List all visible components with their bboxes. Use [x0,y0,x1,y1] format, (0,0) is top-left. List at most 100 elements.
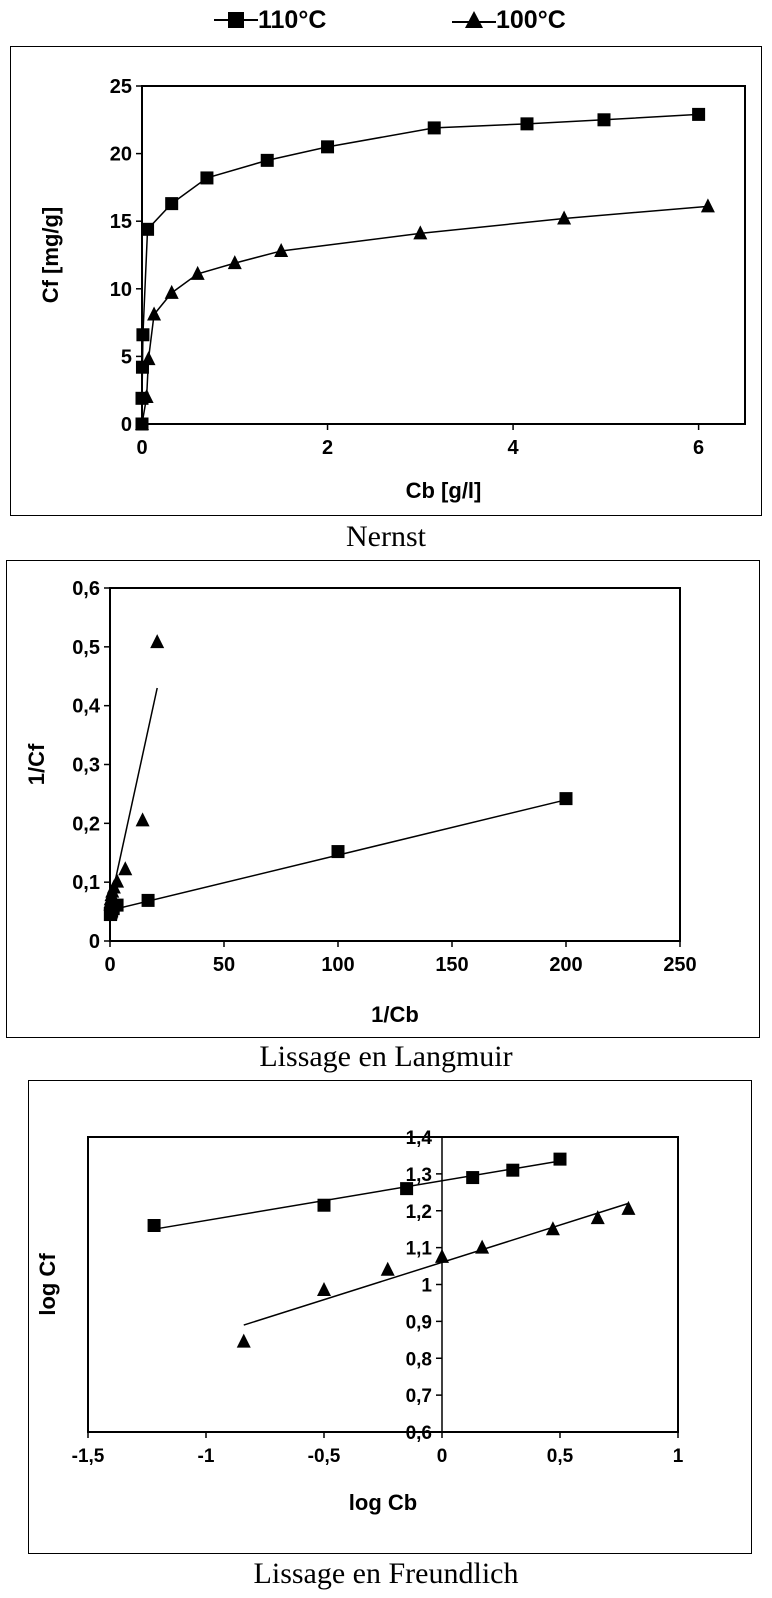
chart2-series-100-fit-line [109,687,158,905]
chart3-y-tick-label: 1,3 [406,1165,432,1186]
chart1-x-tick-label: 6 [693,437,704,459]
chart2-y-tick-label: 0,2 [72,813,100,835]
chart2-series-110-point [331,845,345,859]
chart2-y-axis-label: 1/Cf [24,743,49,785]
chart3-x-tick-label: 1 [673,1446,684,1467]
chart1-y-tick-label: 0 [121,414,132,436]
chart2-x-tick-label: 150 [435,954,468,976]
chart3-x-axis-label: log Cb [349,1490,417,1515]
chart3-y-tick-label: 0,9 [406,1312,432,1333]
chart2-series-100-point [135,812,150,827]
chart1-series-100-point [274,242,289,257]
chart3-series-110-point [506,1163,520,1177]
chart2-y-tick-label: 0 [89,931,100,953]
chart1-series-110-point [165,197,179,211]
chart1-series-110-point [692,107,706,121]
chart1-y-axis-label: Cf [mg/g] [38,207,63,304]
chart3-plot-area [87,1136,679,1433]
chart2-plot-area [109,587,681,942]
chart1-y-tick-label: 25 [110,76,132,98]
chart1-series-100-point [147,306,162,321]
chart3-caption: Lissage en Freundlich [253,1557,519,1590]
chart2-frame [6,560,760,1038]
chart1-x-tick-label: 4 [508,437,520,459]
chart3-series-100-point [475,1239,490,1254]
chart3-y-tick-label: 0,7 [406,1386,432,1407]
chart1-y-tick-label: 15 [110,211,132,233]
chart1-series-100-point [164,284,179,299]
chart3-y-tick-label: 0,8 [406,1349,432,1370]
chart3-series-100-point [380,1261,395,1276]
chart1-series-100-point [227,255,242,270]
chart1-series-100-point [135,416,149,430]
legend-label-100: 100°C [496,5,566,34]
chart1-y-tick-label: 5 [121,346,132,368]
chart3-series-110-point [553,1152,567,1166]
chart1-series-110-point [260,153,274,167]
chart3-series-110-point [400,1182,414,1196]
chart3-x-tick-label: 0,5 [547,1446,574,1467]
chart1-caption: Nernst [346,520,426,553]
chart1-series-100-point [557,210,572,225]
legend-item-100: 100°C [452,2,566,38]
chart2-series-110-point [559,792,573,806]
chart1-x-axis-label: Cb [g/l] [406,478,482,503]
chart1-x-tick-label: 0 [136,437,147,459]
chart3-series-100-point [545,1221,560,1236]
chart2-x-tick-label: 50 [213,954,235,976]
chart1-y-tick-label: 20 [110,144,132,166]
chart2-x-tick-label: 0 [104,954,115,976]
chart1-series-110-point [200,171,214,185]
chart1-frame [10,46,762,516]
chart2-series-100-point [150,634,165,649]
chart2-series-100-point [110,873,125,888]
chart3-x-tick-label: -0,5 [308,1446,341,1467]
chart2-x-axis-label: 1/Cb [371,1002,419,1027]
chart1-series-100-point [700,198,715,213]
chart3-y-axis-label: log Cf [35,1253,60,1316]
chart1-series-110-point [597,113,611,127]
chart1-series-100-point [141,351,156,366]
chart2-y-tick-label: 0,4 [72,696,101,718]
chart3-y-tick-label: 1 [421,1276,432,1297]
chart1-series-100-point [190,265,205,280]
chart1-series-110-point [427,121,441,135]
chart3-x-tick-label: 0 [437,1446,448,1467]
chart3-x-tick-label: -1 [198,1446,215,1467]
chart1-series-100-point [413,225,428,240]
chart3-series-110-fit-line [153,1160,561,1230]
chart1-x-tick-label: 2 [322,437,333,459]
legend-label-110: 110°C [258,5,327,34]
chart2-x-tick-label: 200 [549,954,582,976]
chart3-y-tick-label: 1,4 [406,1128,433,1149]
legend: 110°C 100°C [0,0,772,40]
chart1-series-110-point [321,140,335,154]
chart3-series-100-point [621,1200,636,1215]
chart1-series-110-point [141,222,155,236]
chart3-series-100-point [435,1248,449,1263]
chart2-y-tick-label: 0,1 [72,872,100,894]
chart1-series-100-point [139,388,154,403]
chart1-y-tick-label: 10 [110,279,132,301]
chart1-series-110-point [520,117,534,131]
legend-triangle-marker-icon [452,11,496,28]
chart2-x-tick-label: 250 [663,954,696,976]
chart2-y-tick-label: 0,5 [72,637,100,659]
legend-square-marker-icon [214,12,258,28]
chart2-series-110-point [141,893,155,907]
chart3-x-tick-label: -1,5 [72,1446,105,1467]
chart3-frame [28,1080,752,1554]
chart3-series-110-point [317,1198,331,1212]
chart3-series-100-point [590,1210,605,1225]
chart3-series-110-point [466,1171,480,1185]
chart2-y-tick-label: 0,3 [72,755,100,777]
chart2-caption: Lissage en Langmuir [259,1040,513,1073]
chart1-plot-area [141,85,746,425]
chart2-x-tick-label: 100 [321,954,354,976]
chart3-series-100-point [236,1333,251,1348]
chart3-y-tick-label: 1,2 [406,1202,432,1223]
chart3-series-110-point [147,1219,161,1232]
legend-item-110: 110°C [214,2,326,38]
chart3-y-tick-label: 0,6 [406,1423,432,1444]
